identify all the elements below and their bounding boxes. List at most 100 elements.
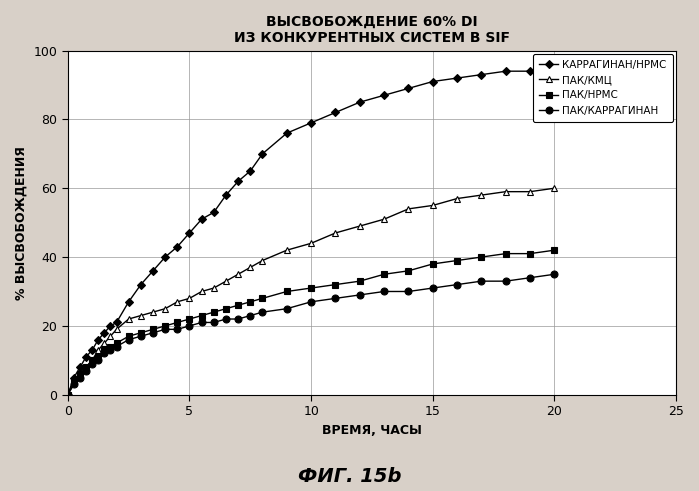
- ПАК/КМЦ: [94, 347, 103, 353]
- ПАК/КМЦ: [75, 371, 84, 377]
- КАРРАГИНАН/НРМС: [356, 99, 364, 105]
- ПАК/КМЦ: [149, 309, 157, 315]
- ПАК/КАРРАГИНАН: [526, 275, 534, 281]
- ПАК/НРМС: [94, 354, 103, 360]
- КАРРАГИНАН/НРМС: [307, 120, 315, 126]
- ПАК/КАРРАГИНАН: [404, 289, 412, 295]
- КАРРАГИНАН/НРМС: [161, 254, 169, 260]
- ПАК/КАРРАГИНАН: [210, 320, 218, 326]
- ПАК/КАРРАГИНАН: [282, 306, 291, 312]
- ПАК/КМЦ: [113, 327, 121, 332]
- ПАК/НРМС: [428, 261, 437, 267]
- ПАК/КАРРАГИНАН: [550, 272, 559, 277]
- ПАК/НРМС: [185, 316, 194, 322]
- ПАК/НРМС: [380, 272, 389, 277]
- КАРРАГИНАН/НРМС: [259, 151, 267, 157]
- ПАК/КАРРАГИНАН: [64, 392, 72, 398]
- КАРРАГИНАН/НРМС: [113, 320, 121, 326]
- ПАК/НРМС: [70, 378, 78, 384]
- ПАК/НРМС: [64, 392, 72, 398]
- ПАК/КМЦ: [453, 195, 461, 201]
- ПАК/КАРРАГИНАН: [307, 299, 315, 305]
- ПАК/КАРРАГИНАН: [453, 282, 461, 288]
- Text: ФИГ. 15b: ФИГ. 15b: [298, 467, 401, 486]
- КАРРАГИНАН/НРМС: [70, 375, 78, 381]
- ПАК/КМЦ: [82, 364, 90, 370]
- Line: ПАК/НРМС: ПАК/НРМС: [65, 247, 557, 398]
- КАРРАГИНАН/НРМС: [246, 168, 254, 174]
- ПАК/НРМС: [502, 251, 510, 257]
- КАРРАГИНАН/НРМС: [210, 209, 218, 215]
- ПАК/КМЦ: [404, 206, 412, 212]
- ПАК/КМЦ: [307, 241, 315, 246]
- ПАК/КМЦ: [88, 357, 96, 363]
- ПАК/КМЦ: [100, 340, 108, 346]
- КАРРАГИНАН/НРМС: [82, 354, 90, 360]
- ПАК/КМЦ: [331, 230, 340, 236]
- ПАК/КАРРАГИНАН: [185, 323, 194, 329]
- ПАК/КМЦ: [550, 185, 559, 191]
- ПАК/КАРРАГИНАН: [222, 316, 230, 322]
- ПАК/КМЦ: [477, 192, 486, 198]
- ПАК/КАРРАГИНАН: [173, 327, 182, 332]
- КАРРАГИНАН/НРМС: [428, 79, 437, 84]
- ПАК/КАРРАГИНАН: [331, 296, 340, 301]
- ПАК/КАРРАГИНАН: [502, 278, 510, 284]
- КАРРАГИНАН/НРМС: [234, 178, 243, 184]
- ПАК/КАРРАГИНАН: [100, 351, 108, 356]
- X-axis label: ВРЕМЯ, ЧАСЫ: ВРЕМЯ, ЧАСЫ: [322, 424, 422, 436]
- ПАК/КАРРАГИНАН: [380, 289, 389, 295]
- ПАК/НРМС: [259, 296, 267, 301]
- Title: ВЫСВОБОЖДЕНИЕ 60% DI
ИЗ КОНКУРЕНТНЫХ СИСТЕМ В SIF: ВЫСВОБОЖДЕНИЕ 60% DI ИЗ КОНКУРЕНТНЫХ СИС…: [234, 15, 510, 45]
- ПАК/НРМС: [356, 278, 364, 284]
- КАРРАГИНАН/НРМС: [106, 323, 115, 329]
- КАРРАГИНАН/НРМС: [502, 68, 510, 74]
- ПАК/КАРРАГИНАН: [234, 316, 243, 322]
- ПАК/НРМС: [82, 364, 90, 370]
- ПАК/НРМС: [307, 285, 315, 291]
- КАРРАГИНАН/НРМС: [88, 347, 96, 353]
- КАРРАГИНАН/НРМС: [477, 72, 486, 78]
- КАРРАГИНАН/НРМС: [64, 392, 72, 398]
- ПАК/КМЦ: [64, 392, 72, 398]
- ПАК/НРМС: [173, 320, 182, 326]
- ПАК/НРМС: [453, 258, 461, 264]
- ПАК/НРМС: [75, 371, 84, 377]
- КАРРАГИНАН/НРМС: [185, 230, 194, 236]
- КАРРАГИНАН/НРМС: [149, 268, 157, 274]
- КАРРАГИНАН/НРМС: [404, 85, 412, 91]
- ПАК/КМЦ: [70, 378, 78, 384]
- ПАК/КМЦ: [106, 333, 115, 339]
- ПАК/КАРРАГИНАН: [477, 278, 486, 284]
- ПАК/КАРРАГИНАН: [88, 361, 96, 367]
- ПАК/КАРРАГИНАН: [94, 357, 103, 363]
- Line: ПАК/КАРРАГИНАН: ПАК/КАРРАГИНАН: [64, 271, 558, 398]
- ПАК/НРМС: [136, 330, 145, 336]
- ПАК/КАРРАГИНАН: [246, 313, 254, 319]
- Line: ПАК/КМЦ: ПАК/КМЦ: [64, 185, 558, 398]
- ПАК/НРМС: [331, 282, 340, 288]
- Legend: КАРРАГИНАН/НРМС, ПАК/КМЦ, ПАК/НРМС, ПАК/КАРРАГИНАН: КАРРАГИНАН/НРМС, ПАК/КМЦ, ПАК/НРМС, ПАК/…: [533, 54, 673, 122]
- ПАК/НРМС: [100, 347, 108, 353]
- ПАК/КМЦ: [222, 278, 230, 284]
- ПАК/КАРРАГИНАН: [113, 344, 121, 350]
- ПАК/КМЦ: [428, 202, 437, 208]
- КАРРАГИНАН/НРМС: [136, 282, 145, 288]
- Line: КАРРАГИНАН/НРМС: КАРРАГИНАН/НРМС: [65, 65, 557, 398]
- ПАК/КАРРАГИНАН: [70, 382, 78, 387]
- ПАК/НРМС: [246, 299, 254, 305]
- ПАК/КМЦ: [380, 216, 389, 222]
- ПАК/КАРРАГИНАН: [82, 368, 90, 374]
- ПАК/НРМС: [404, 268, 412, 274]
- ПАК/НРМС: [210, 309, 218, 315]
- ПАК/КАРРАГИНАН: [75, 375, 84, 381]
- ПАК/КАРРАГИНАН: [259, 309, 267, 315]
- ПАК/КМЦ: [502, 189, 510, 194]
- ПАК/НРМС: [222, 306, 230, 312]
- ПАК/НРМС: [526, 251, 534, 257]
- ПАК/КАРРАГИНАН: [106, 347, 115, 353]
- ПАК/КАРРАГИНАН: [149, 330, 157, 336]
- ПАК/КАРРАГИНАН: [136, 333, 145, 339]
- ПАК/НРМС: [477, 254, 486, 260]
- ПАК/НРМС: [161, 323, 169, 329]
